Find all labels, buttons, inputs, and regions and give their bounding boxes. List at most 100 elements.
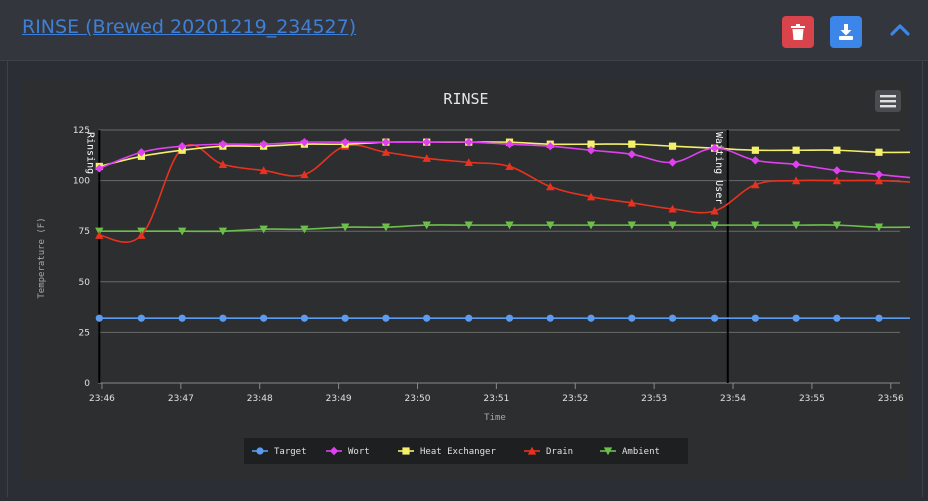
data-point-target [95, 314, 103, 322]
hamburger-menu-icon [880, 95, 896, 108]
legend-marker-drain [527, 446, 537, 455]
data-point-drain [381, 148, 391, 156]
data-point-target [341, 314, 349, 322]
x-tick-label: 23:55 [799, 394, 825, 404]
chart-title: RINSE [443, 90, 488, 108]
data-point-ambient [505, 221, 514, 230]
y-axis-title: Temperature (F) [37, 217, 47, 298]
data-point-ambient [464, 221, 473, 230]
x-tick-label: 23:51 [483, 394, 509, 404]
series-ambient [95, 221, 910, 236]
data-point-wort [751, 156, 760, 165]
data-point-ambient [546, 221, 555, 230]
series-line-drain [99, 144, 910, 243]
data-point-drain [137, 231, 146, 239]
x-tick-label: 23:52 [562, 394, 588, 404]
data-point-heat-exchanger [792, 146, 800, 154]
data-point-target [219, 314, 227, 322]
collapse-toggle[interactable] [888, 18, 912, 42]
series-target [95, 314, 910, 322]
chart-menu-button[interactable] [875, 90, 901, 112]
data-point-drain [751, 180, 760, 189]
data-point-ambient [586, 221, 596, 230]
data-point-target [751, 314, 759, 322]
data-point-target [628, 314, 636, 322]
data-point-wort [95, 164, 104, 173]
data-point-drain [464, 158, 473, 166]
data-point-ambient [177, 227, 187, 236]
data-point-ambient [832, 221, 842, 230]
data-point-target [711, 314, 719, 322]
data-point-heat-exchanger [875, 148, 883, 156]
x-tick-label: 23:54 [720, 394, 746, 404]
legend-marker-ambient [603, 447, 613, 456]
data-point-ambient [874, 223, 884, 232]
data-point-target [300, 314, 309, 322]
data-point-ambient [791, 221, 801, 230]
x-tick-label: 23:48 [247, 394, 273, 404]
data-point-wort [177, 141, 187, 151]
data-point-wort [546, 141, 555, 151]
data-point-drain [791, 176, 801, 185]
data-point-target [668, 314, 677, 322]
x-tick-label: 23:50 [405, 394, 431, 404]
data-point-drain [300, 170, 309, 179]
data-point-wort [874, 170, 884, 179]
data-point-wort [832, 166, 842, 175]
data-point-wort [668, 158, 677, 167]
page-title-link[interactable]: RINSE (Brewed 20201219_234527) [22, 16, 357, 38]
data-point-ambient [300, 225, 309, 234]
y-tick-label: 25 [79, 328, 90, 338]
x-tick-label: 23:47 [168, 394, 194, 404]
data-point-target [137, 314, 145, 322]
data-point-target [260, 314, 268, 322]
legend-label-wort: Wort [348, 447, 370, 457]
data-point-drain [668, 204, 677, 213]
x-tick-label: 23:53 [641, 394, 667, 404]
plot-band-label: Waiting User [713, 132, 724, 204]
legend-label-heat-exchanger: Heat Exchanger [420, 447, 496, 457]
data-point-wort [791, 160, 801, 169]
data-point-ambient [340, 223, 350, 232]
data-point-drain [710, 206, 719, 215]
data-point-target [382, 314, 390, 322]
legend-label-drain: Drain [546, 447, 573, 457]
data-point-wort [710, 144, 719, 153]
data-point-target [792, 314, 800, 322]
y-tick-label: 0 [84, 379, 90, 389]
panel-header: RINSE (Brewed 20201219_234527) [0, 0, 928, 61]
data-point-wort [340, 137, 350, 147]
data-point-heat-exchanger [668, 142, 677, 150]
x-axis-title: Time [484, 413, 506, 423]
data-point-target [546, 314, 554, 322]
data-point-wort [422, 137, 431, 147]
legend-label-ambient: Ambient [622, 447, 660, 457]
data-point-wort [627, 150, 636, 159]
data-point-drain [422, 154, 431, 162]
data-point-wort [381, 137, 391, 147]
data-point-ambient [668, 221, 677, 230]
data-point-drain [832, 176, 842, 185]
data-point-heat-exchanger [587, 140, 595, 148]
chart-container: RINSE Rinsing Waiting User 0 25 50 75 100 125 2… [22, 80, 910, 480]
data-point-ambient [259, 225, 268, 234]
data-point-wort [586, 146, 596, 155]
data-point-ambient [381, 223, 391, 232]
data-point-ambient [218, 227, 228, 236]
y-tick-label: 50 [79, 278, 91, 288]
data-point-target [833, 314, 841, 322]
delete-button[interactable] [782, 16, 814, 48]
data-point-heat-exchanger [751, 146, 759, 154]
x-tick-label: 23:46 [89, 394, 115, 404]
series-wort [95, 137, 910, 179]
chevron-up-icon [890, 24, 910, 36]
data-point-ambient [710, 221, 719, 230]
data-point-ambient [627, 221, 636, 230]
data-point-ambient [422, 221, 431, 230]
download-button[interactable] [830, 16, 862, 48]
data-point-drain [627, 198, 636, 207]
data-point-target [505, 314, 514, 322]
data-point-wort [137, 148, 146, 157]
legend-marker-wort [329, 446, 339, 456]
data-point-target [875, 314, 883, 322]
